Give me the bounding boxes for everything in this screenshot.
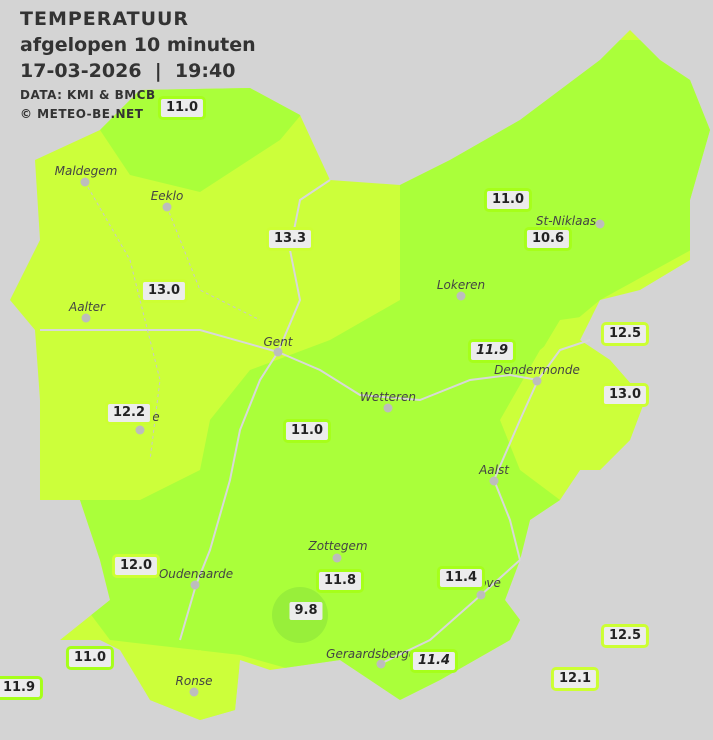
data-source: DATA: KMI & BMCB — [20, 88, 156, 102]
city-dot — [532, 376, 542, 386]
city-dot — [376, 659, 386, 669]
city-label: Eeklo — [150, 189, 184, 203]
city-label: Aalst — [479, 463, 509, 477]
city-label: Dendermonde — [494, 363, 580, 377]
station-reading[interactable]: 11.4 — [409, 649, 459, 673]
city-dot — [489, 476, 499, 486]
city-label: Wetteren — [360, 390, 416, 404]
city-dot — [273, 347, 283, 357]
city-dot — [383, 403, 393, 413]
station-reading[interactable]: 11.0 — [157, 96, 207, 120]
copyright: © METEO-BE.NET — [20, 107, 144, 121]
city-dot — [332, 553, 342, 563]
city-label: Lokeren — [436, 278, 486, 292]
station-reading[interactable]: 9.8 — [286, 599, 326, 623]
station-reading[interactable]: 13.3 — [265, 227, 315, 251]
station-reading[interactable]: 11.9 — [0, 676, 44, 700]
city-label: Oudenaarde — [158, 567, 234, 581]
city-label: St-Niklaas — [535, 214, 597, 228]
station-reading[interactable]: 12.5 — [600, 624, 650, 648]
roads — [84, 181, 261, 461]
station-reading[interactable]: 11.8 — [315, 569, 365, 593]
station-reading[interactable]: 11.0 — [282, 419, 332, 443]
station-reading[interactable]: 10.6 — [523, 227, 573, 251]
map-title: TEMPERATUUR — [20, 8, 190, 30]
station-reading[interactable]: 12.0 — [111, 554, 161, 578]
station-reading[interactable]: 11.0 — [65, 646, 115, 670]
city-dot — [595, 219, 605, 229]
city-label: Aalter — [69, 300, 105, 314]
station-reading[interactable]: 13.0 — [139, 279, 189, 303]
city-label: Maldegem — [54, 164, 118, 178]
map-subtitle: afgelopen 10 minuten — [20, 34, 256, 56]
city-dot — [162, 202, 172, 212]
station-reading[interactable]: 11.0 — [483, 188, 533, 212]
map-datetime: 17-03-2026 | 19:40 — [20, 60, 236, 82]
city-label: Gent — [263, 335, 293, 349]
city-dot — [81, 313, 91, 323]
city-dot — [190, 580, 200, 590]
city-label: Zottegem — [308, 539, 368, 553]
city-dot — [189, 687, 199, 697]
city-dot — [456, 291, 466, 301]
station-reading[interactable]: 11.4 — [436, 566, 486, 590]
zone-warm-ronse — [150, 650, 245, 720]
station-reading[interactable]: 12.1 — [550, 667, 600, 691]
city-label: Geraardsbergen — [326, 647, 424, 661]
city-dot — [476, 590, 486, 600]
city-dot — [135, 425, 145, 435]
city-label: Ronse — [175, 674, 213, 688]
station-reading[interactable]: 13.0 — [600, 383, 650, 407]
station-reading[interactable]: 12.5 — [600, 322, 650, 346]
station-reading[interactable]: 12.2 — [104, 401, 154, 425]
station-reading[interactable]: 11.9 — [467, 339, 517, 363]
city-dot — [80, 177, 90, 187]
zone-mild-north — [100, 78, 305, 192]
city-label: e — [152, 410, 160, 424]
